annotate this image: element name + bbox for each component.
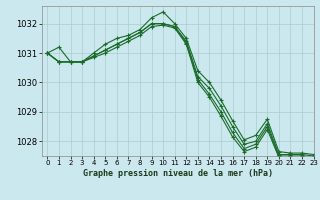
- X-axis label: Graphe pression niveau de la mer (hPa): Graphe pression niveau de la mer (hPa): [83, 169, 273, 178]
